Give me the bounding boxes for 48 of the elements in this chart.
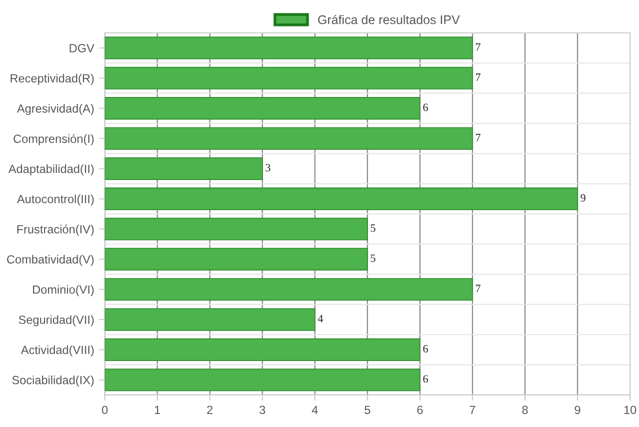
data-label: 7	[476, 134, 480, 142]
bar	[104, 36, 473, 60]
data-label: 3	[266, 164, 270, 172]
y-tick-label: Autocontrol(III)	[16, 194, 94, 206]
y-tick-label: Frustración(IV)	[17, 224, 94, 236]
bar	[104, 368, 420, 392]
x-tick-label: 6	[417, 406, 423, 414]
y-tick-label: Actividad(VIII)	[20, 345, 94, 356]
x-tick-label: 5	[364, 406, 370, 414]
bar	[104, 157, 263, 180]
x-tick-label: 4	[312, 406, 318, 414]
data-label: 6	[423, 104, 428, 112]
bar	[104, 97, 420, 120]
bar	[104, 248, 368, 270]
bar	[104, 127, 473, 150]
bar	[104, 218, 368, 240]
y-tick-label: Seguridad(VII)	[18, 315, 94, 326]
x-tick-label: 10	[624, 406, 636, 414]
y-tick-label: Sociabilidad(IX)	[12, 376, 94, 387]
y-tick-label: Adaptabilidad(II)	[8, 164, 94, 176]
bar	[104, 188, 578, 210]
data-label: 7	[476, 43, 480, 51]
x-tick-label: 0	[102, 406, 108, 414]
x-tick-label: 8	[522, 406, 528, 414]
data-label: 7	[476, 74, 480, 81]
x-tick-label: 3	[260, 406, 266, 414]
y-tick-label: Comprensión(I)	[14, 134, 94, 146]
bar	[104, 66, 473, 90]
y-tick-label: Agresividad(A)	[16, 104, 94, 116]
y-tick-label: Combatividad(V)	[7, 254, 94, 266]
data-label: 5	[370, 224, 376, 232]
legend-label: Gráfica de resultados IPV	[318, 14, 460, 24]
x-tick-label: 1	[154, 406, 160, 414]
bar	[104, 338, 420, 361]
x-tick-label: 2	[207, 406, 213, 414]
data-label: 7	[476, 284, 480, 292]
y-tick-label: Receptividad(R)	[10, 74, 94, 85]
data-label: 5	[370, 254, 376, 262]
data-label: 4	[318, 314, 324, 322]
data-label: 6	[423, 345, 428, 352]
data-label: 9	[580, 194, 586, 202]
bar	[104, 308, 316, 331]
y-tick-label: Dominio(VI)	[33, 285, 94, 296]
x-tick-label: 9	[574, 406, 580, 414]
y-tick-label: DGV	[70, 44, 94, 52]
x-tick-label: 7	[470, 406, 476, 414]
data-label: 6	[423, 375, 428, 383]
bar	[104, 278, 473, 301]
